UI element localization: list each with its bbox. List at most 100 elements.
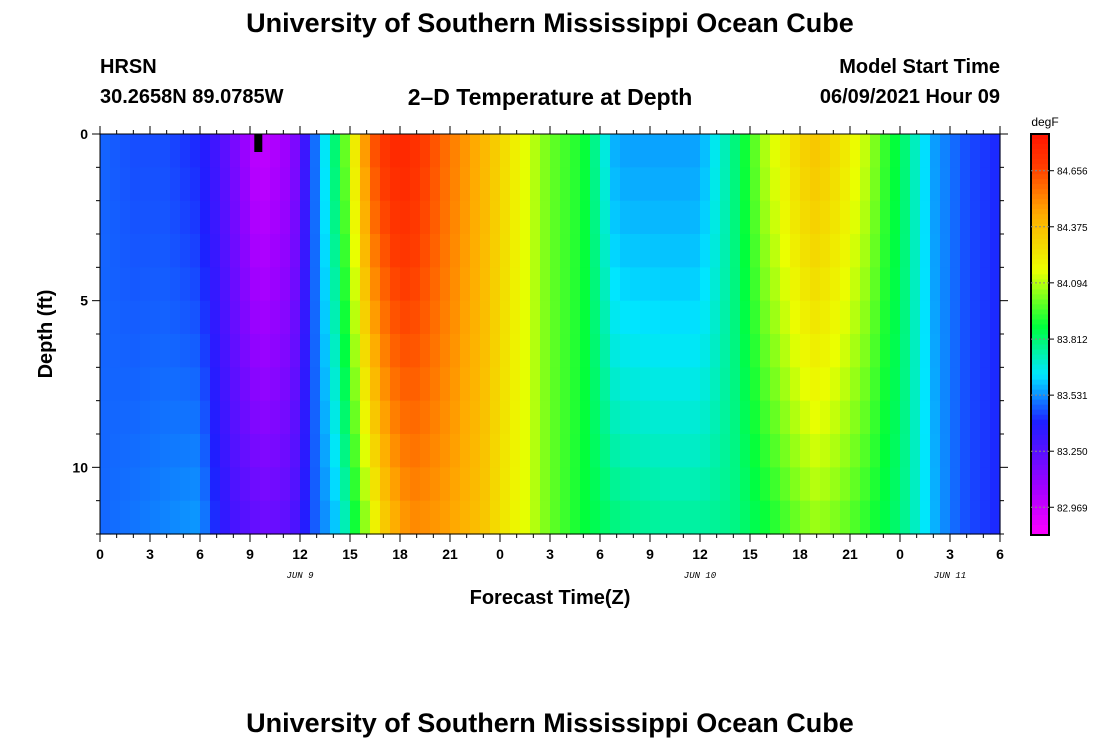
heatmap-cell <box>430 467 441 502</box>
heatmap-cell <box>880 134 891 168</box>
heatmap-cell <box>160 167 171 202</box>
heatmap-cell <box>830 234 841 268</box>
heatmap-cell <box>470 500 481 535</box>
heatmap-cell <box>930 367 941 402</box>
heatmap-cell <box>880 200 891 235</box>
heatmap-cell <box>310 400 321 435</box>
heatmap-cell <box>530 367 541 402</box>
heatmap-cell <box>520 167 531 202</box>
heatmap-cell <box>750 400 761 435</box>
x-tick-label: 0 <box>96 546 104 562</box>
heatmap-cell <box>450 334 461 368</box>
heatmap-cell <box>620 167 631 202</box>
heatmap-cell <box>370 500 381 535</box>
heatmap-cell <box>640 367 651 402</box>
heatmap-cell <box>990 367 1001 402</box>
heatmap-cell <box>640 334 651 368</box>
heatmap-cell <box>450 367 461 402</box>
heatmap-cell <box>350 200 361 235</box>
heatmap-cell <box>900 267 911 302</box>
heatmap-cell <box>960 500 971 535</box>
heatmap-cell <box>710 167 721 202</box>
x-tick-label: 15 <box>342 546 358 562</box>
heatmap-cell <box>770 400 781 435</box>
heatmap-cell <box>960 267 971 302</box>
heatmap-cell <box>330 400 341 435</box>
heatmap-cell <box>390 167 401 202</box>
heatmap-cell <box>510 367 521 402</box>
heatmap-cell <box>260 434 271 468</box>
heatmap-cell <box>370 300 381 335</box>
colorbar-segment <box>1031 159 1049 165</box>
heatmap-cell <box>830 267 841 302</box>
heatmap-cell <box>920 134 931 168</box>
heatmap-cell <box>620 334 631 368</box>
heatmap-cell <box>180 467 191 502</box>
heatmap-cell <box>390 400 401 435</box>
heatmap-cell <box>950 500 961 535</box>
heatmap-cell <box>420 167 431 202</box>
heatmap-cell <box>380 367 391 402</box>
heatmap-cell <box>790 134 801 168</box>
heatmap-cell <box>660 134 671 168</box>
heatmap-cell <box>410 167 421 202</box>
heatmap-cell <box>130 467 141 502</box>
heatmap-cell <box>630 500 641 535</box>
heatmap-cell <box>860 500 871 535</box>
heatmap-cell <box>290 167 301 202</box>
heatmap-cell <box>800 400 811 435</box>
heatmap-cell <box>120 434 131 468</box>
heatmap-cell <box>440 200 451 235</box>
heatmap-cell <box>620 434 631 468</box>
heatmap-cell <box>250 267 261 302</box>
heatmap-cell <box>120 234 131 268</box>
heatmap-cell <box>170 134 181 168</box>
y-tick-label: 10 <box>72 459 88 475</box>
heatmap-cell <box>130 434 141 468</box>
heatmap-cell <box>320 267 331 302</box>
heatmap-cell <box>120 400 131 435</box>
heatmap-cell <box>270 167 281 202</box>
heatmap-cell <box>440 367 451 402</box>
heatmap-cell <box>520 500 531 535</box>
heatmap-cell <box>380 134 391 168</box>
heatmap-cell <box>490 134 501 168</box>
heatmap-cell <box>480 467 491 502</box>
heatmap-cell <box>230 300 241 335</box>
heatmap-cell <box>800 500 811 535</box>
heatmap-cell <box>180 300 191 335</box>
heatmap-cell <box>150 400 161 435</box>
heatmap-cell <box>970 300 981 335</box>
colorbar-segment <box>1031 374 1049 381</box>
heatmap-cell <box>820 234 831 268</box>
heatmap-cell <box>750 267 761 302</box>
heatmap-cell <box>630 467 641 502</box>
heatmap-cell <box>260 134 271 168</box>
heatmap-cell <box>470 167 481 202</box>
heatmap-cell <box>970 134 981 168</box>
heatmap-cell <box>330 267 341 302</box>
heatmap-cell <box>810 200 821 235</box>
heatmap-cell <box>780 200 791 235</box>
heatmap-cell <box>170 267 181 302</box>
x-tick-label: 6 <box>196 546 204 562</box>
heatmap-cell <box>730 434 741 468</box>
heatmap-cell <box>820 334 831 368</box>
heatmap-cell <box>680 334 691 368</box>
heatmap-cell <box>470 200 481 235</box>
heatmap-cell <box>150 367 161 402</box>
heatmap-cell <box>190 400 201 435</box>
heatmap-cell <box>360 467 371 502</box>
heatmap-cell <box>230 267 241 302</box>
heatmap-cell <box>190 367 201 402</box>
heatmap-cell <box>140 334 151 368</box>
heatmap-cell <box>980 400 991 435</box>
heatmap-cell <box>910 500 921 535</box>
heatmap-cell <box>950 467 961 502</box>
heatmap-cell <box>110 234 121 268</box>
heatmap-cell <box>890 334 901 368</box>
x-tick-label: 9 <box>246 546 254 562</box>
heatmap-cell <box>530 400 541 435</box>
heatmap-cell <box>840 300 851 335</box>
heatmap-cell <box>460 334 471 368</box>
